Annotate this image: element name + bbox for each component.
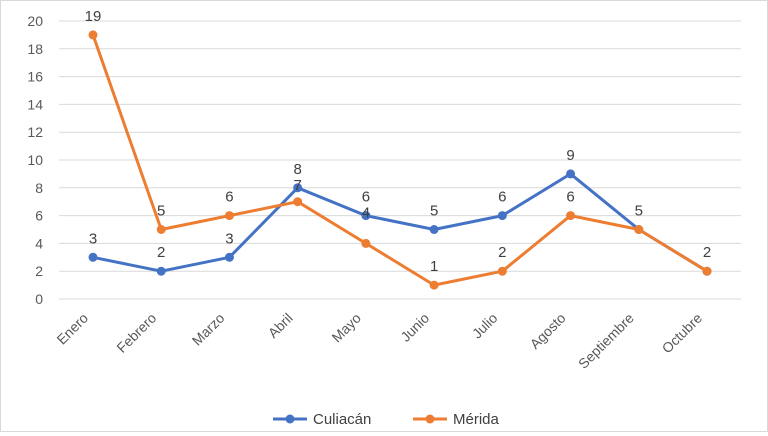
y-tick-label: 6 — [35, 208, 43, 224]
data-label: 7 — [293, 177, 301, 194]
x-tick-label: Febrero — [113, 310, 159, 356]
x-tick-label: Marzo — [189, 310, 228, 349]
data-label: 5 — [430, 203, 438, 220]
data-label: 6 — [362, 189, 370, 206]
data-label: 2 — [157, 244, 165, 261]
data-point-2 — [88, 30, 98, 40]
y-tick-label: 12 — [27, 124, 43, 140]
gridlines — [59, 20, 741, 300]
x-tick-label: Octubre — [659, 310, 706, 357]
data-label: 8 — [293, 161, 301, 178]
y-tick-label: 16 — [27, 69, 43, 85]
y-tick-label: 20 — [27, 13, 43, 29]
legend-label-2: Mérida — [453, 411, 500, 428]
x-tick-label: Mayo — [328, 310, 364, 346]
data-point-2 — [156, 225, 166, 234]
data-point-1 — [361, 211, 371, 221]
data-point-1 — [156, 266, 166, 276]
data-point-2 — [566, 211, 576, 221]
y-tick-label: 14 — [27, 96, 43, 112]
y-tick-label: 2 — [35, 263, 43, 279]
data-label: 5 — [635, 203, 643, 220]
series-line-2 — [91, 34, 708, 287]
data-label: 2 — [498, 244, 506, 261]
data-label: 5 — [157, 203, 165, 220]
legend-swatch-marker-2 — [425, 414, 435, 424]
x-tick-label: Junio — [397, 310, 432, 345]
y-tick-label: 10 — [27, 152, 43, 168]
data-label: 1 — [430, 258, 438, 275]
data-label: 6 — [498, 189, 506, 206]
data-point-1 — [566, 169, 576, 179]
y-tick-label: 8 — [35, 180, 43, 196]
data-label: 6 — [566, 189, 574, 206]
x-axis-ticks: Enero Febrero Marzo Abril Mayo Junio Julio Agos… — [53, 310, 705, 372]
data-label: 19 — [85, 8, 102, 25]
data-point-1 — [429, 225, 439, 234]
x-tick-label: Abril — [265, 310, 296, 341]
legend: Culiacán Mérida — [273, 411, 500, 428]
legend-swatch-marker-1 — [285, 414, 295, 424]
data-point-1 — [224, 252, 234, 262]
x-tick-label: Agosto — [527, 310, 569, 352]
data-point-2 — [429, 280, 439, 290]
legend-label-1: Culiacán — [313, 411, 371, 428]
data-point-2 — [702, 266, 712, 276]
data-point-2 — [293, 197, 303, 207]
data-point-2 — [224, 211, 234, 221]
y-tick-label: 18 — [27, 41, 43, 57]
data-label: 9 — [566, 147, 574, 164]
data-label: 2 — [703, 244, 711, 261]
data-label: 3 — [89, 230, 97, 247]
series-line-1 — [92, 172, 708, 273]
x-tick-label: Enero — [53, 310, 91, 348]
y-tick-label: 4 — [35, 235, 43, 251]
data-point-2 — [497, 266, 507, 276]
x-tick-label: Septiembre — [575, 310, 637, 372]
series-group — [88, 30, 712, 290]
data-point-1 — [88, 252, 98, 262]
x-tick-label: Julio — [469, 310, 501, 342]
data-label: 4 — [362, 205, 370, 222]
data-label: 3 — [225, 230, 233, 247]
data-point-2 — [634, 225, 644, 234]
data-point-1 — [293, 183, 303, 193]
y-axis-ticks: 0 2 4 6 8 10 12 14 16 18 20 — [27, 13, 43, 307]
data-point-1 — [497, 211, 507, 221]
data-label: 6 — [225, 189, 233, 206]
y-tick-label: 0 — [35, 291, 43, 307]
data-point-2 — [361, 238, 371, 248]
